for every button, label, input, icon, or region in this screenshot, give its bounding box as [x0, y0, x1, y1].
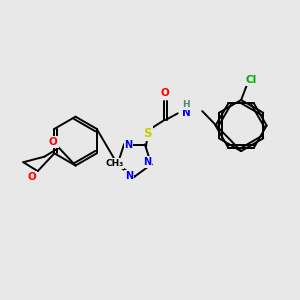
Text: O: O — [49, 137, 58, 147]
Text: N: N — [182, 108, 191, 118]
Text: N: N — [124, 140, 133, 149]
Text: H: H — [182, 100, 189, 109]
Text: Cl: Cl — [245, 75, 257, 85]
Text: N: N — [125, 171, 133, 181]
Text: S: S — [143, 127, 152, 140]
Text: N: N — [143, 157, 151, 167]
Text: O: O — [160, 88, 169, 98]
Text: O: O — [28, 172, 37, 182]
Text: CH₃: CH₃ — [105, 159, 124, 168]
